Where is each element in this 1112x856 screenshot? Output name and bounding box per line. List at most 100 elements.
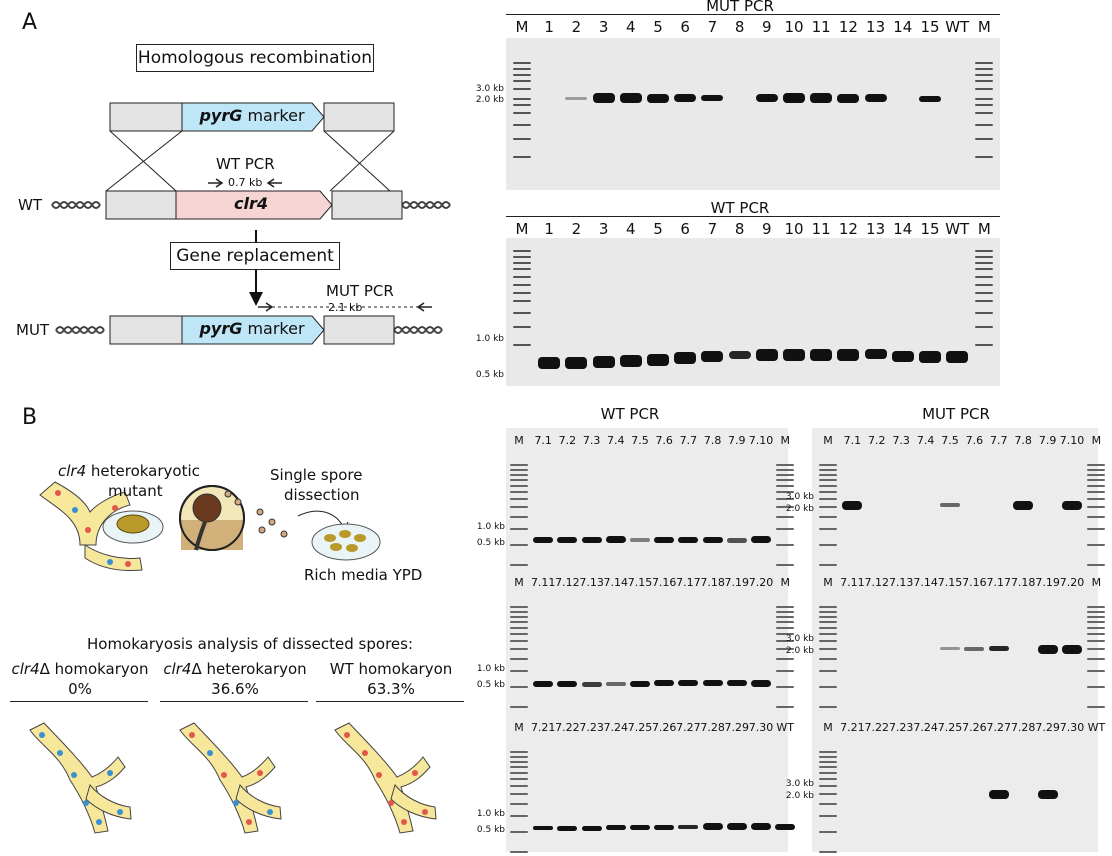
ladder-band: [1087, 491, 1106, 493]
ladder-band: [510, 706, 528, 708]
ladder-band: [819, 564, 837, 566]
ladder-band: [776, 474, 795, 476]
lane-label: 7.21: [840, 721, 865, 734]
ladder-band: [776, 491, 795, 493]
lane-label: WT: [1087, 721, 1106, 734]
lane-label: M: [514, 721, 524, 734]
lane-label: 10: [784, 220, 804, 238]
sample-band: [701, 95, 724, 101]
gel-a-wt-title-line: [506, 216, 1000, 217]
ladder-band: [510, 633, 528, 635]
lane-label: 4: [626, 220, 636, 238]
ladder-band: [819, 706, 837, 708]
sample-band: [1062, 501, 1082, 510]
ladder-band: [975, 98, 994, 100]
col2-title: clr4Δ heterokaryon: [163, 660, 307, 678]
ladder-band: [819, 851, 837, 853]
gel-a-wt-title: WT PCR: [710, 199, 770, 217]
ladder-band: [776, 648, 795, 650]
lane-label: 7.1: [843, 434, 862, 447]
lane-label: 7.27: [986, 721, 1012, 734]
ladder-band: [975, 268, 994, 270]
ladder-band: [819, 761, 837, 763]
lane-label: 7.10: [748, 434, 774, 447]
lane-label: 3: [598, 18, 609, 36]
ladder-band: [819, 640, 837, 642]
ladder-band: [776, 606, 795, 608]
sample-band: [751, 823, 771, 830]
ladder-band: [975, 256, 994, 258]
ladder-band: [975, 156, 994, 158]
ladder-band: [510, 658, 528, 660]
ladder-band: [975, 104, 994, 106]
ladder-band: [1087, 670, 1106, 672]
lane-label: 7.14: [603, 576, 629, 589]
sample-band: [1037, 790, 1058, 799]
ladder-band: [1087, 479, 1106, 481]
lane-label: 7.6: [655, 434, 673, 447]
ladder-band: [819, 815, 837, 817]
ladder-band: [1087, 516, 1106, 518]
sample-band: [964, 647, 985, 651]
sample-band: [1013, 501, 1034, 510]
lane-label: 7.20: [748, 576, 774, 589]
ladder-band: [1087, 633, 1106, 635]
rich-media-label: Rich media YPD: [304, 566, 423, 584]
ladder-band: [510, 831, 528, 833]
ladder-band: [975, 68, 994, 70]
lane-label: 3: [598, 220, 609, 238]
ladder-band: [819, 766, 837, 768]
lane-label: 7.3: [892, 434, 910, 447]
lane-label: M: [780, 576, 790, 589]
ladder-band: [819, 498, 837, 500]
lane-label: WT: [945, 220, 970, 238]
ladder-band: [819, 479, 837, 481]
col3-pct: 63.3%: [367, 680, 415, 698]
sample-band: [630, 825, 650, 830]
ladder-band: [819, 464, 837, 466]
ladder-band: [776, 640, 795, 642]
lane-label: 11: [811, 220, 831, 238]
sample-band: [864, 94, 887, 102]
heterokaryotic-label: clr4 heterokaryotic: [58, 462, 200, 480]
lane-label: M: [780, 434, 790, 447]
ladder-band: [510, 544, 528, 546]
ladder-band: [776, 686, 795, 688]
size-label: 3.0 kb: [785, 492, 814, 502]
lane-label: M: [977, 220, 991, 238]
ladder-band: [510, 648, 528, 650]
ladder-band: [1087, 686, 1106, 688]
ladder-band: [513, 156, 531, 158]
lane-label: 11: [811, 18, 831, 36]
lane-label: 7.24: [603, 721, 629, 734]
ladder-band: [513, 344, 531, 346]
lane-label: 7.2: [558, 434, 577, 447]
ladder-band: [513, 250, 531, 252]
mut-pyrg-label: pyrG marker: [199, 319, 305, 338]
sample-band: [605, 825, 626, 830]
lane-label: 7.17: [986, 576, 1012, 589]
lane-label: 7.24: [913, 721, 938, 734]
sample-band: [919, 351, 941, 363]
lane-label: 7.17: [676, 576, 701, 589]
sample-band: [678, 825, 699, 829]
lane-label: 7: [707, 220, 718, 238]
lane-label: 7.26: [651, 721, 677, 734]
sample-band: [1037, 645, 1058, 654]
sample-band: [701, 351, 724, 362]
ladder-band: [819, 506, 837, 508]
sample-band: [565, 97, 588, 100]
ladder-band: [510, 640, 528, 642]
lane-label: 7.26: [962, 721, 987, 734]
ladder-band: [1087, 611, 1106, 613]
lane-label: 14: [893, 220, 913, 238]
ladder-band: [975, 80, 994, 82]
sample-band: [755, 349, 778, 361]
gel-a-mut-title: MUT PCR: [706, 0, 774, 15]
sample-band: [647, 94, 669, 103]
size-label: 0.5 kb: [476, 680, 505, 690]
homologous-recombination-text: Homologous recombination: [137, 48, 373, 68]
lane-label: 7.14: [913, 576, 938, 589]
lane-label: 7.18: [1010, 576, 1036, 589]
lane-label: 7.10: [1059, 434, 1085, 447]
